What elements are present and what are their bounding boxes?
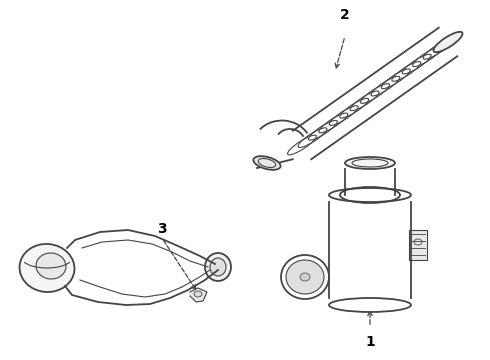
Polygon shape [190, 288, 207, 302]
Ellipse shape [253, 156, 281, 170]
Ellipse shape [20, 244, 74, 292]
Text: 2: 2 [340, 8, 350, 22]
Ellipse shape [194, 291, 202, 297]
Ellipse shape [205, 253, 231, 281]
Text: 1: 1 [365, 335, 375, 349]
Ellipse shape [36, 253, 66, 279]
Text: 3: 3 [157, 222, 167, 236]
Ellipse shape [434, 32, 463, 52]
Ellipse shape [258, 158, 276, 167]
Ellipse shape [345, 157, 395, 169]
Ellipse shape [286, 260, 324, 294]
Ellipse shape [300, 273, 310, 281]
Bar [409, 230, 427, 260]
Ellipse shape [210, 258, 226, 276]
